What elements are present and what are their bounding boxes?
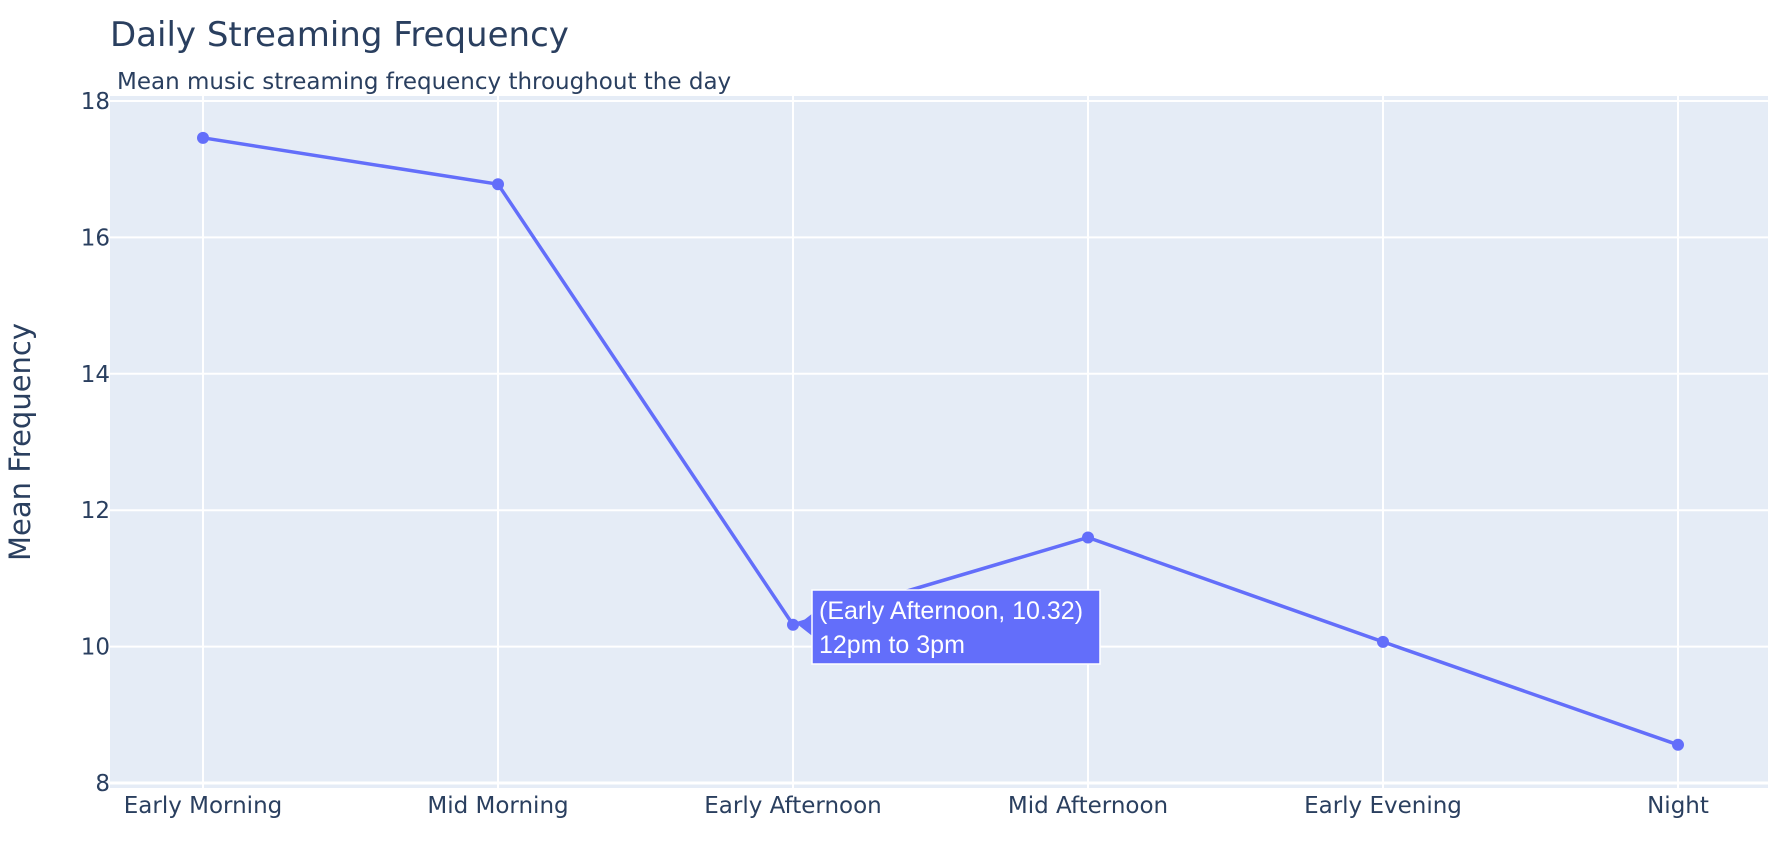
hover-tooltip: (Early Afternoon, 10.32) 12pm to 3pm bbox=[798, 589, 1101, 665]
y-axis-title: Mean Frequency bbox=[3, 323, 37, 561]
grid bbox=[110, 96, 1768, 788]
tooltip-line-2: 12pm to 3pm bbox=[819, 631, 965, 659]
data-point[interactable] bbox=[787, 618, 799, 631]
data-point[interactable] bbox=[1082, 531, 1094, 544]
x-axis-ticks: Early Morning Mid Morning Early Afternoon M… bbox=[124, 793, 1709, 819]
x-tick-label: Early Afternoon bbox=[704, 793, 882, 819]
chart-subtitle: Mean music streaming frequency throughou… bbox=[117, 69, 731, 95]
x-tick-label: Mid Morning bbox=[427, 793, 568, 819]
series-layer bbox=[197, 131, 1684, 751]
chart-title: Daily Streaming Frequency bbox=[110, 15, 569, 55]
x-tick-label: Early Morning bbox=[124, 793, 283, 819]
x-tick-label: Night bbox=[1647, 793, 1709, 819]
series-line bbox=[202, 136, 1679, 747]
y-tick-label: 14 bbox=[81, 362, 110, 388]
y-tick-label: 10 bbox=[81, 635, 110, 661]
x-tick-label: Early Evening bbox=[1304, 793, 1462, 819]
y-tick-label: 12 bbox=[81, 498, 110, 524]
tooltip-line-1: (Early Afternoon, 10.32) bbox=[819, 597, 1083, 625]
y-axis-ticks: 8 10 12 14 16 18 bbox=[81, 89, 110, 797]
tooltip-pointer bbox=[798, 613, 812, 636]
data-point[interactable] bbox=[1672, 738, 1684, 751]
plot-area bbox=[110, 96, 1768, 788]
y-tick-label: 16 bbox=[81, 225, 110, 251]
y-tick-label: 8 bbox=[95, 771, 110, 797]
data-point[interactable] bbox=[197, 131, 209, 144]
x-tick-label: Mid Afternoon bbox=[1008, 793, 1168, 819]
data-point[interactable] bbox=[1377, 635, 1389, 648]
data-point[interactable] bbox=[492, 178, 504, 191]
y-tick-label: 18 bbox=[81, 89, 110, 115]
tooltip-box bbox=[811, 589, 1101, 665]
